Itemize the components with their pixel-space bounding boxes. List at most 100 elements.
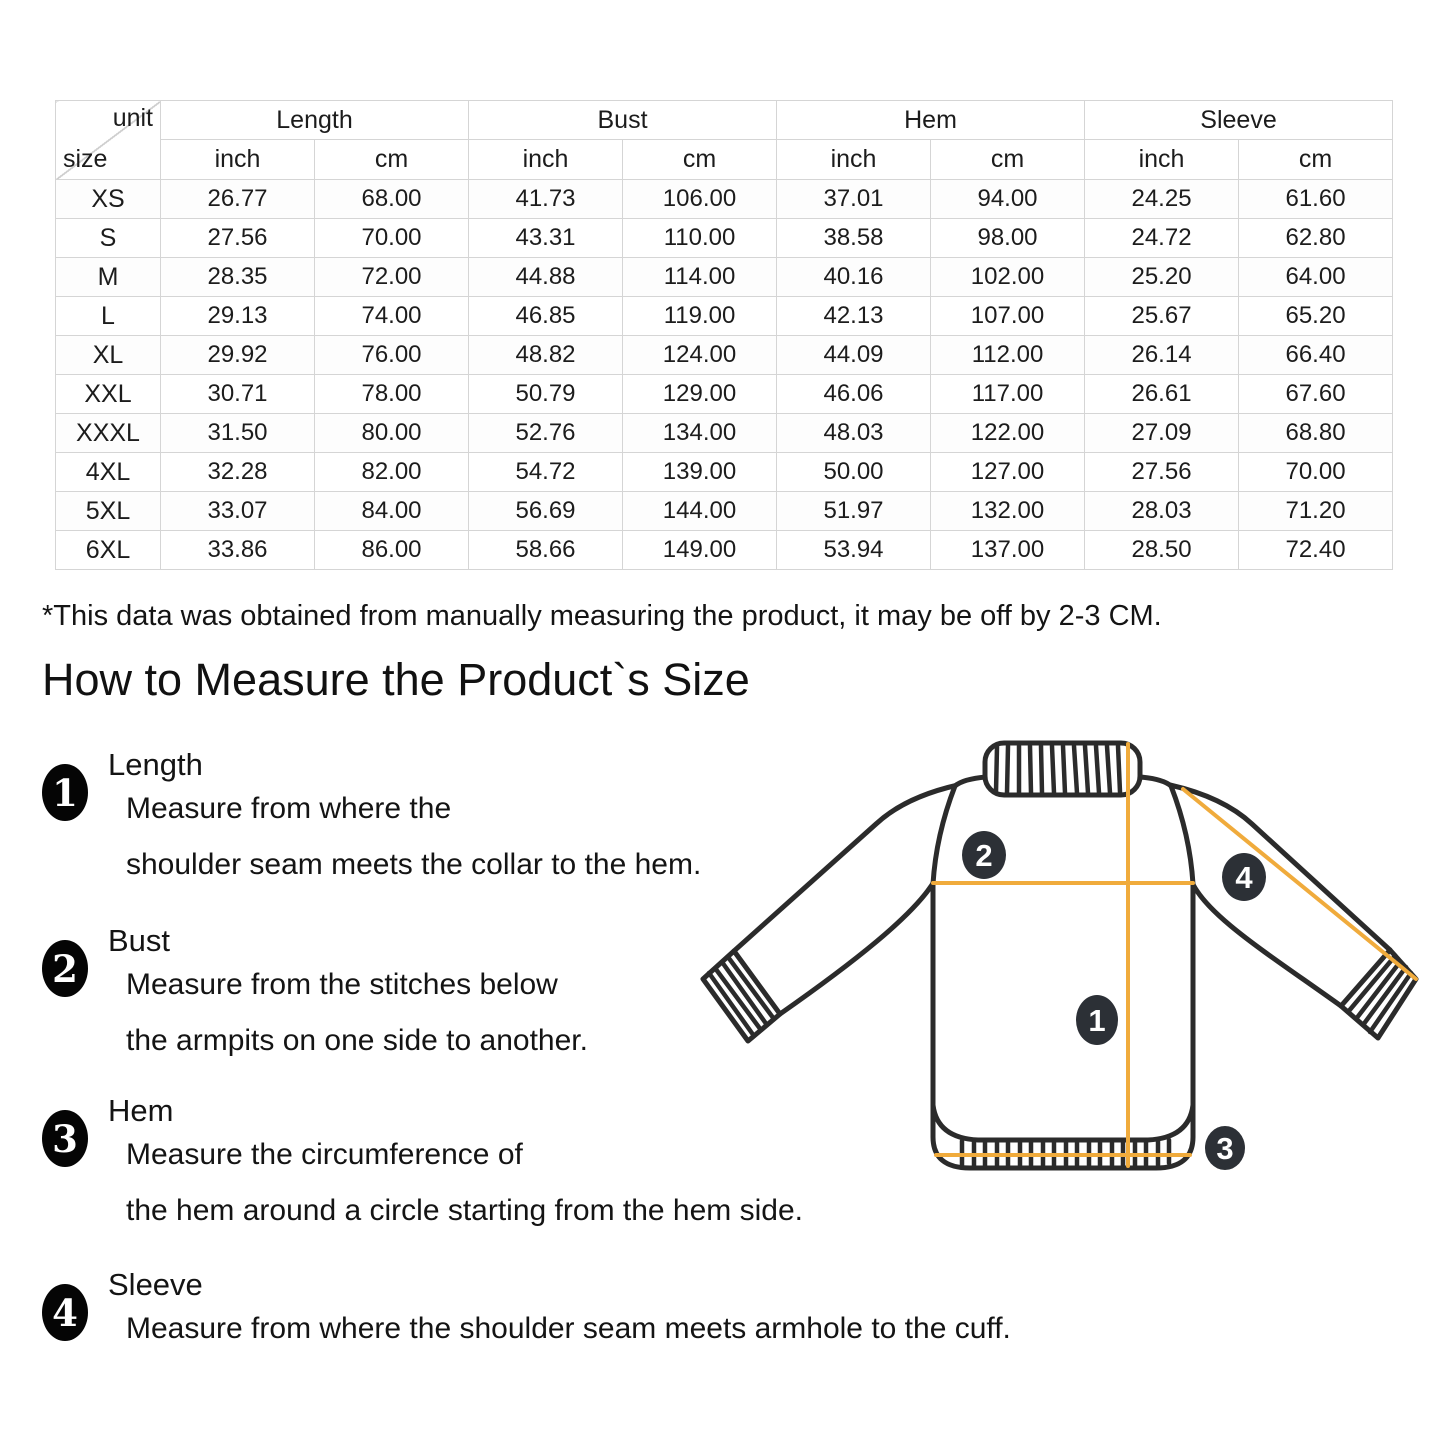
step-1-title: Length [108,747,203,782]
size-cell: L [55,296,161,336]
step-2-title: Bust [108,923,171,958]
table-cell: 41.73 [468,179,623,219]
table-cell: 53.94 [776,530,931,570]
table-row: XXXL 31.50 80.00 52.76 134.00 48.03 122.00 27.0… [55,413,1394,453]
size-table: unit size Length Bust Hem Sleeve inch cm i… [55,100,1394,570]
size-cell: XS [55,179,161,219]
size-cell: XXXL [55,413,161,453]
size-cell: 5XL [55,491,161,531]
group-header-length: Length [160,100,469,140]
table-cell: 26.14 [1084,335,1240,375]
table-cell: 28.03 [1084,491,1240,531]
table-cell: 38.58 [776,218,931,258]
table-cell: 37.01 [776,179,931,219]
unit-header-cell: cm [314,139,469,180]
step-length: 1 Length Measure from where the shoulder… [42,748,1242,893]
group-header-sleeve: Sleeve [1084,100,1394,140]
svg-text:4: 4 [1235,860,1253,895]
table-cell: 43.31 [468,218,623,258]
table-cell: 71.20 [1238,491,1394,531]
size-cell: S [55,218,161,258]
table-cell: 84.00 [314,491,469,531]
step-4-title: Sleeve [108,1267,203,1302]
table-row: 4XL 32.28 82.00 54.72 139.00 50.00 127.00 27.56… [55,452,1394,492]
diagram-badge-3: 3 [1205,1126,1245,1170]
table-row: 5XL 33.07 84.00 56.69 144.00 51.97 132.00 28.03… [55,491,1394,531]
table-cell: 62.80 [1238,218,1394,258]
table-cell: 56.69 [468,491,623,531]
table-cell: 30.71 [160,374,315,414]
diagram-badge-4: 4 [1222,853,1266,901]
table-cell: 122.00 [929,413,1086,453]
unit-header-cell: cm [622,139,777,180]
unit-header-cell: inch [1084,139,1240,180]
table-cell: 132.00 [929,491,1086,531]
table-cell: 112.00 [929,335,1086,375]
unit-header-cell: cm [1238,139,1394,180]
table-cell: 72.40 [1238,530,1394,570]
table-cell: 26.77 [160,179,315,219]
table-cell: 94.00 [929,179,1086,219]
size-cell: XL [55,335,161,375]
table-cell: 107.00 [929,296,1086,336]
table-row: S 27.56 70.00 43.31 110.00 38.58 98.00 24.72 62.… [55,218,1394,258]
group-header-bust: Bust [468,100,777,140]
table-cell: 134.00 [622,413,777,453]
step-2-badge: 2 [42,940,88,997]
step-bust: 2 Bust Measure from the stitches below t… [42,924,1242,1069]
diagram-badge-2: 2 [962,831,1006,879]
table-cell: 26.61 [1084,374,1240,414]
svg-text:1: 1 [1088,1003,1105,1038]
step-1-line-2: shoulder seam meets the collar to the he… [126,848,702,881]
table-row: 6XL 33.86 86.00 58.66 149.00 53.94 137.00 28.50… [55,530,1394,570]
table-cell: 149.00 [622,530,777,570]
table-cell: 144.00 [622,491,777,531]
table-cell: 86.00 [314,530,469,570]
table-cell: 27.56 [160,218,315,258]
table-cell: 102.00 [929,257,1086,297]
table-cell: 68.00 [314,179,469,219]
step-hem: 3 Hem Measure the circumference of the h… [42,1094,1242,1239]
how-to-measure-heading: How to Measure the Product`s Size [42,654,750,705]
svg-text:2: 2 [975,838,992,873]
table-cell: 64.00 [1238,257,1394,297]
table-cell: 119.00 [622,296,777,336]
hem-band-seam [930,1102,1196,1143]
right-cuff-ribbing [1345,953,1414,1035]
sleeve-measure-line [1181,787,1418,981]
step-1-line-1: Measure from where the [126,792,452,825]
table-cell: 32.28 [160,452,315,492]
table-cell: 31.50 [160,413,315,453]
table-cell: 114.00 [622,257,777,297]
table-cell: 58.66 [468,530,623,570]
table-cell: 52.76 [468,413,623,453]
table-cell: 78.00 [314,374,469,414]
table-cell: 44.09 [776,335,931,375]
step-sleeve: 4 Sleeve Measure from where the shoulder… [42,1268,1242,1357]
size-cell: 6XL [55,530,161,570]
table-row: L 29.13 74.00 46.85 119.00 42.13 107.00 25.67 65… [55,296,1394,336]
right-cuff-seam [1338,947,1393,1009]
table-cell: 33.86 [160,530,315,570]
table-cell: 48.03 [776,413,931,453]
step-3-badge: 3 [42,1110,88,1167]
step-3-line-1: Measure the circumference of [126,1138,523,1171]
table-cell: 65.20 [1238,296,1394,336]
table-cell: 50.79 [468,374,623,414]
table-cell: 68.80 [1238,413,1394,453]
table-cell: 33.07 [160,491,315,531]
unit-header-cell: cm [929,139,1086,180]
table-cell: 27.56 [1084,452,1240,492]
table-cell: 76.00 [314,335,469,375]
unit-header-cell: inch [776,139,931,180]
group-header-row: unit size Length Bust Hem Sleeve [55,100,1394,180]
unit-header-cell: inch [468,139,623,180]
size-cell: M [55,257,161,297]
size-table-body: XS 26.77 68.00 41.73 106.00 37.01 94.00 24.25 61… [55,179,1394,570]
table-cell: 28.35 [160,257,315,297]
table-cell: 42.13 [776,296,931,336]
table-cell: 137.00 [929,530,1086,570]
step-4-badge: 4 [42,1284,88,1341]
table-cell: 117.00 [929,374,1086,414]
step-2-line-1: Measure from the stitches below [126,968,558,1001]
